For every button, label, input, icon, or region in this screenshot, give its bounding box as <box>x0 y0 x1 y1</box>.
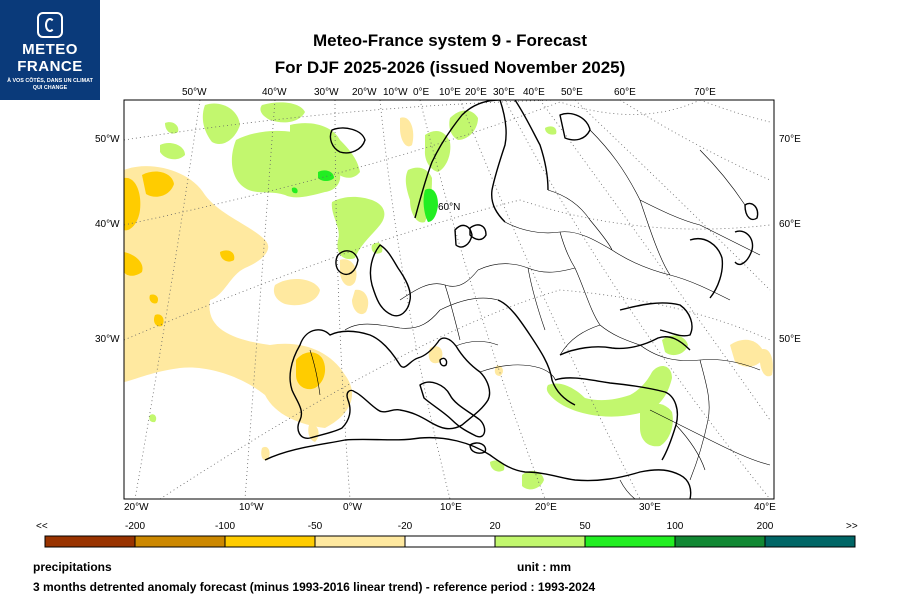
lon-label: 10°W <box>383 87 408 98</box>
grid-label: 50°E <box>779 334 801 345</box>
legend-tick-label: 50 <box>579 521 591 532</box>
legend-swatch <box>404 535 496 548</box>
logo-line2: FRANCE <box>17 58 83 75</box>
logo-line1: METEO <box>22 41 78 58</box>
meteo-france-logo: METEO FRANCE À VOS CÔTÉS, DANS UN CLIMAT… <box>0 0 100 100</box>
legend-swatch <box>494 535 586 548</box>
lon-label: 40°W <box>262 87 287 98</box>
lon-label: 30°W <box>314 87 339 98</box>
lon-label: 20°W <box>124 502 149 513</box>
grid-label: 70°E <box>779 134 801 145</box>
grid-label: 60°E <box>779 219 801 230</box>
legend-colorbar <box>44 535 856 548</box>
lon-label: 40°E <box>754 502 776 513</box>
legend-swatch <box>44 535 136 548</box>
legend-left-arrow: << <box>36 521 48 532</box>
legend-tick-label: -20 <box>397 521 413 532</box>
legend-swatch <box>314 535 406 548</box>
grid-label: 50°W <box>95 134 120 145</box>
lon-label: 10°E <box>439 87 461 98</box>
lon-label: 20°W <box>352 87 377 98</box>
logo-tagline: À VOS CÔTÉS, DANS UN CLIMAT QUI CHANGE <box>7 78 93 91</box>
lon-label: 50°W <box>182 87 207 98</box>
lon-label: 70°E <box>694 87 716 98</box>
description-label: 3 months detrented anomaly forecast (min… <box>33 580 596 594</box>
lon-label: 0°W <box>343 502 362 513</box>
map-frame <box>123 99 775 500</box>
legend-right-arrow: >> <box>846 521 858 532</box>
map-title-line1: Meteo-France system 9 - Forecast <box>313 31 587 50</box>
country-borders <box>309 129 771 499</box>
lon-label: 50°E <box>561 87 583 98</box>
grid-label: 40°W <box>95 219 120 230</box>
legend-swatch <box>134 535 226 548</box>
unit-label: unit : mm <box>517 560 571 574</box>
anomaly-wet-medium-areas <box>291 170 438 222</box>
lon-label: 0°E <box>413 87 430 98</box>
latitude-label-60n: 60°N <box>438 202 461 213</box>
legend-swatch <box>674 535 766 548</box>
graticule-lines <box>124 100 771 499</box>
lon-label: 10°W <box>239 502 264 513</box>
lon-label: 20°E <box>465 87 487 98</box>
legend-tick-label: 200 <box>756 521 774 532</box>
variable-label: precipitations <box>33 560 112 574</box>
lon-label: 40°E <box>523 87 545 98</box>
grid-label: 30°W <box>95 334 120 345</box>
legend-swatch <box>224 535 316 548</box>
legend-tick-label: 20 <box>489 521 501 532</box>
legend-tick-label: -100 <box>214 521 235 532</box>
legend-swatch <box>764 535 856 548</box>
legend-tick-label: -50 <box>307 521 323 532</box>
anomaly-dry-light-areas <box>124 117 773 461</box>
coastlines <box>264 100 759 499</box>
lon-label: 30°E <box>493 87 515 98</box>
anomaly-wet-light-areas <box>149 102 688 490</box>
legend-tick-label: 100 <box>666 521 684 532</box>
lon-label: 60°E <box>614 87 636 98</box>
legend-tick-label: -200 <box>124 521 145 532</box>
lon-label: 20°E <box>535 502 557 513</box>
lon-label: 10°E <box>440 502 462 513</box>
map-title-line2: For DJF 2025-2026 (issued November 2025) <box>274 58 626 77</box>
lon-label: 30°E <box>639 502 661 513</box>
legend-swatch <box>584 535 676 548</box>
logo-mark-icon <box>37 12 63 38</box>
